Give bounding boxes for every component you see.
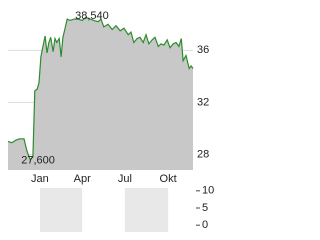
chart: 28 32 36 Jan Apr Jul Okt 38,540 27,600 10 5 0 [7, 10, 214, 232]
y-tick-label: 5 [202, 202, 208, 214]
area [8, 17, 193, 170]
x-tick-label: Jul [118, 173, 132, 185]
x-tick-label: Okt [160, 173, 177, 185]
quarter-band [124, 188, 169, 232]
y-tick-label: 10 [202, 185, 214, 197]
y-tick-label: 0 [202, 219, 208, 231]
quarter-band [39, 188, 83, 232]
annotation: 27,600 [21, 154, 55, 166]
y-tick-label: 28 [197, 148, 209, 160]
price-line [7, 16, 194, 161]
y-tick-label: 36 [197, 44, 209, 56]
y-tick-label: 32 [197, 96, 209, 108]
annotation: 38,540 [75, 10, 109, 22]
x-tick-label: Jan [31, 173, 49, 185]
x-tick-label: Apr [74, 173, 91, 185]
